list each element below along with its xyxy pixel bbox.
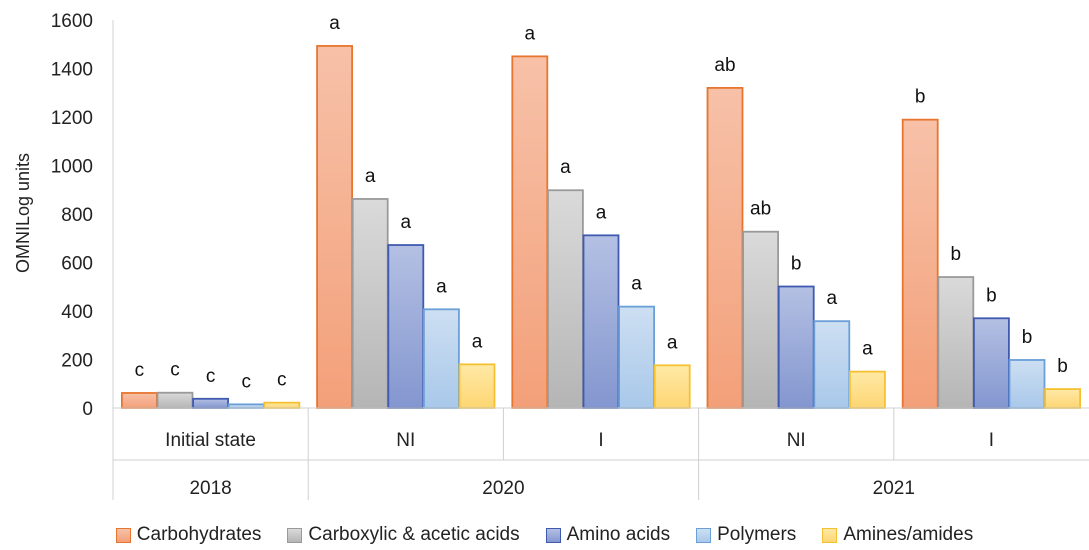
category-label: NI — [787, 430, 806, 451]
legend-item: Carbohydrates — [115, 524, 262, 546]
significance-letter: a — [472, 331, 483, 352]
bar — [263, 401, 301, 409]
legend-label: Polymers — [717, 524, 797, 545]
bar — [511, 55, 549, 409]
significance-letter: c — [135, 360, 145, 381]
bar — [849, 370, 886, 409]
significance-letter: b — [1057, 356, 1068, 377]
category-label: NI — [396, 430, 415, 451]
significance-letter: a — [862, 339, 873, 360]
legend-item: Amino acids — [545, 524, 671, 546]
significance-letter: ab — [714, 55, 735, 76]
significance-letter: b — [1022, 327, 1033, 348]
legend-label: Amines/amides — [843, 524, 974, 545]
bar — [192, 397, 230, 409]
category-label: I — [598, 430, 603, 451]
y-axis-ticks: 0 200 400 600 800 1000 1200 1400 1600 — [51, 11, 93, 420]
y-tick-label: 1000 — [51, 157, 93, 178]
significance-letter: b — [791, 254, 802, 275]
bar — [901, 118, 939, 409]
y-tick-label: 1600 — [51, 11, 93, 32]
significance-letter: a — [560, 157, 571, 178]
bar — [582, 234, 620, 409]
y-tick-label: 1400 — [51, 60, 93, 81]
year-label: 2018 — [189, 478, 231, 499]
significance-letter: ab — [750, 199, 771, 220]
y-tick-label: 400 — [61, 302, 93, 323]
legend-swatch — [115, 527, 131, 543]
bar — [351, 198, 389, 409]
bar — [653, 364, 691, 409]
legend-swatch — [822, 527, 838, 543]
y-tick-label: 1200 — [51, 108, 93, 129]
y-tick-label: 0 — [82, 399, 93, 420]
legend-item: Amines/amides — [822, 524, 973, 546]
bar — [316, 45, 354, 409]
legend-swatch — [287, 527, 303, 543]
legend-label: Carboxylic & acetic acids — [308, 524, 520, 545]
significance-letter: a — [401, 212, 412, 233]
year-label: 2021 — [873, 478, 915, 499]
bar — [387, 244, 425, 409]
category-label: Initial state — [165, 430, 256, 451]
significance-letter: c — [277, 370, 287, 391]
significance-letter: a — [365, 166, 376, 187]
bar — [973, 317, 1010, 409]
bar — [422, 308, 460, 409]
bar — [458, 363, 496, 409]
significance-letter: c — [170, 360, 180, 381]
bar — [742, 230, 779, 409]
significance-letter: c — [206, 366, 216, 387]
legend-swatch — [545, 527, 561, 543]
bar — [618, 305, 655, 409]
legend-swatch — [696, 527, 712, 543]
bar — [813, 320, 851, 409]
y-axis-label: OMNILog units — [13, 153, 33, 273]
category-label: I — [989, 430, 994, 451]
y-tick-label: 200 — [61, 351, 93, 372]
bar-chart: OMNILog units 0 200 400 600 800 1000 1200 1400 1… — [13, 11, 1089, 500]
significance-letter: c — [241, 371, 251, 392]
significance-letter: b — [915, 87, 926, 108]
bar — [1008, 359, 1046, 409]
significance-letter: b — [951, 244, 962, 265]
legend-item: Carboxylic & acetic acids — [287, 524, 520, 546]
significance-letter: a — [631, 274, 642, 295]
bars — [121, 45, 1081, 409]
bar — [227, 403, 265, 409]
bar — [156, 391, 194, 409]
bar — [937, 276, 975, 409]
significance-letter: a — [436, 276, 447, 297]
bar — [777, 285, 815, 409]
y-tick-label: 800 — [61, 205, 93, 226]
bar — [547, 189, 584, 409]
legend: Carbohydrates Carboxylic & acetic acids Am… — [0, 520, 1089, 550]
y-tick-label: 600 — [61, 254, 93, 275]
legend-label: Amino acids — [566, 524, 671, 545]
significance-letter: a — [329, 13, 340, 34]
legend-label: Carbohydrates — [136, 524, 262, 545]
significance-letter: a — [596, 202, 607, 223]
significance-letter: a — [667, 332, 678, 353]
legend-item: Polymers — [696, 524, 796, 546]
bar — [121, 392, 158, 409]
significance-letter: b — [986, 285, 997, 306]
year-label: 2020 — [482, 478, 524, 499]
significance-letter: a — [827, 288, 838, 309]
bar — [1044, 388, 1081, 409]
x-axis: Initial state 2018 NI I 2020 NI I 2021 — [112, 20, 1089, 500]
bar — [706, 87, 744, 409]
significance-letter: a — [525, 23, 536, 44]
